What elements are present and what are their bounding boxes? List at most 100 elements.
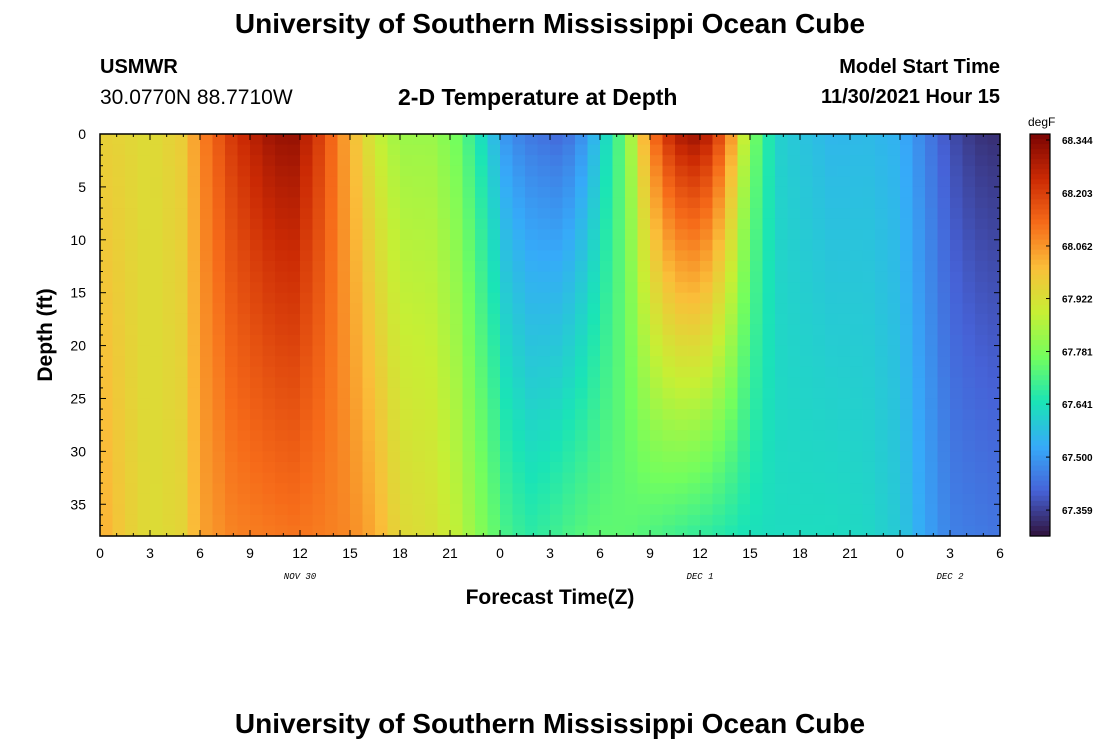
heatmap-cell	[225, 218, 239, 230]
heatmap-cell	[925, 208, 939, 220]
heatmap-cell	[437, 440, 451, 452]
heatmap-cell	[875, 208, 889, 220]
heatmap-cell	[450, 514, 464, 527]
heatmap-cell	[400, 313, 414, 326]
heatmap-cell	[400, 419, 414, 431]
heatmap-cell	[362, 483, 376, 495]
heatmap-cell	[400, 356, 414, 368]
heatmap-cell	[750, 239, 764, 251]
heatmap-cell	[700, 218, 714, 230]
heatmap-cell	[700, 430, 714, 442]
heatmap-cell	[187, 377, 201, 389]
heatmap-cell	[187, 144, 201, 156]
heatmap-cell	[837, 197, 851, 209]
heatmap-cell	[562, 186, 576, 199]
heatmap-cell	[637, 208, 651, 220]
heatmap-cell	[250, 324, 264, 336]
colorbar-segment	[1030, 224, 1050, 231]
heatmap-cell	[512, 398, 526, 410]
heatmap-cell	[325, 504, 339, 516]
heatmap-cell	[762, 483, 776, 495]
heatmap-cell	[475, 186, 489, 199]
heatmap-cell	[900, 387, 914, 400]
heatmap-cell	[537, 292, 551, 304]
heatmap-cell	[150, 483, 164, 495]
heatmap-cell	[200, 260, 214, 273]
colorbar-segment	[1030, 500, 1050, 507]
heatmap-cell	[750, 451, 764, 463]
colorbar-segment	[1030, 485, 1050, 492]
heatmap-cell	[375, 387, 389, 400]
heatmap-cell	[537, 176, 551, 188]
heatmap-cell	[612, 165, 626, 177]
heatmap-cell	[162, 335, 176, 347]
heatmap-cell	[762, 493, 776, 505]
heatmap-cell	[387, 324, 401, 336]
heatmap-cell	[875, 419, 889, 431]
heatmap-cell	[350, 472, 364, 484]
heatmap-cell	[725, 144, 739, 156]
heatmap-cell	[337, 292, 351, 304]
heatmap-cell	[775, 335, 789, 347]
heatmap-cell	[500, 197, 514, 209]
heatmap-cell	[400, 292, 414, 304]
heatmap-cell	[887, 282, 901, 294]
heatmap-cell	[450, 419, 464, 431]
heatmap-cell	[350, 461, 364, 474]
heatmap-cell	[862, 419, 876, 431]
heatmap-cell	[962, 186, 976, 199]
heatmap-cell	[662, 260, 676, 273]
heatmap-cell	[537, 451, 551, 463]
heatmap-cell	[175, 377, 189, 389]
heatmap-cell	[850, 483, 864, 495]
heatmap-cell	[650, 451, 664, 463]
heatmap-cell	[300, 409, 314, 421]
heatmap-cell	[112, 229, 126, 241]
heatmap-cell	[250, 430, 264, 442]
heatmap-cell	[900, 335, 914, 347]
heatmap-cell	[912, 419, 926, 431]
heatmap-cell	[962, 292, 976, 304]
heatmap-cell	[562, 176, 576, 188]
heatmap-cell	[375, 409, 389, 421]
heatmap-cell	[712, 303, 726, 315]
heatmap-cell	[187, 472, 201, 484]
heatmap-cell	[225, 525, 239, 537]
heatmap-cell	[800, 398, 814, 410]
heatmap-cell	[312, 419, 326, 431]
heatmap-cell	[662, 377, 676, 389]
heatmap-cell	[875, 271, 889, 283]
heatmap-cell	[250, 155, 264, 167]
heatmap-cell	[937, 366, 951, 378]
heatmap-cell	[262, 313, 276, 326]
heatmap-cell	[387, 387, 401, 400]
heatmap-cell	[337, 176, 351, 188]
heatmap-cell	[737, 292, 751, 304]
heatmap-cell	[550, 303, 564, 315]
heatmap-cell	[787, 186, 801, 199]
heatmap-cell	[500, 303, 514, 315]
heatmap-cell	[800, 525, 814, 537]
heatmap-cell	[437, 134, 451, 146]
heatmap-cell	[450, 335, 464, 347]
heatmap-cell	[737, 239, 751, 251]
heatmap-cell	[775, 377, 789, 389]
heatmap-cell	[287, 208, 301, 220]
heatmap-cell	[862, 144, 876, 156]
heatmap-cell	[687, 260, 701, 273]
heatmap-cell	[962, 451, 976, 463]
heatmap-cell	[112, 303, 126, 315]
heatmap-cell	[187, 155, 201, 167]
heatmap-cell	[925, 514, 939, 527]
heatmap-cell	[837, 303, 851, 315]
heatmap-cell	[512, 525, 526, 537]
heatmap-cell	[225, 483, 239, 495]
heatmap-cell	[150, 239, 164, 251]
heatmap-cell	[862, 430, 876, 442]
heatmap-cell	[812, 303, 826, 315]
heatmap-cell	[912, 303, 926, 315]
heatmap-cell	[437, 208, 451, 220]
heatmap-cell	[712, 345, 726, 357]
heatmap-cell	[837, 324, 851, 336]
heatmap-cell	[800, 218, 814, 230]
